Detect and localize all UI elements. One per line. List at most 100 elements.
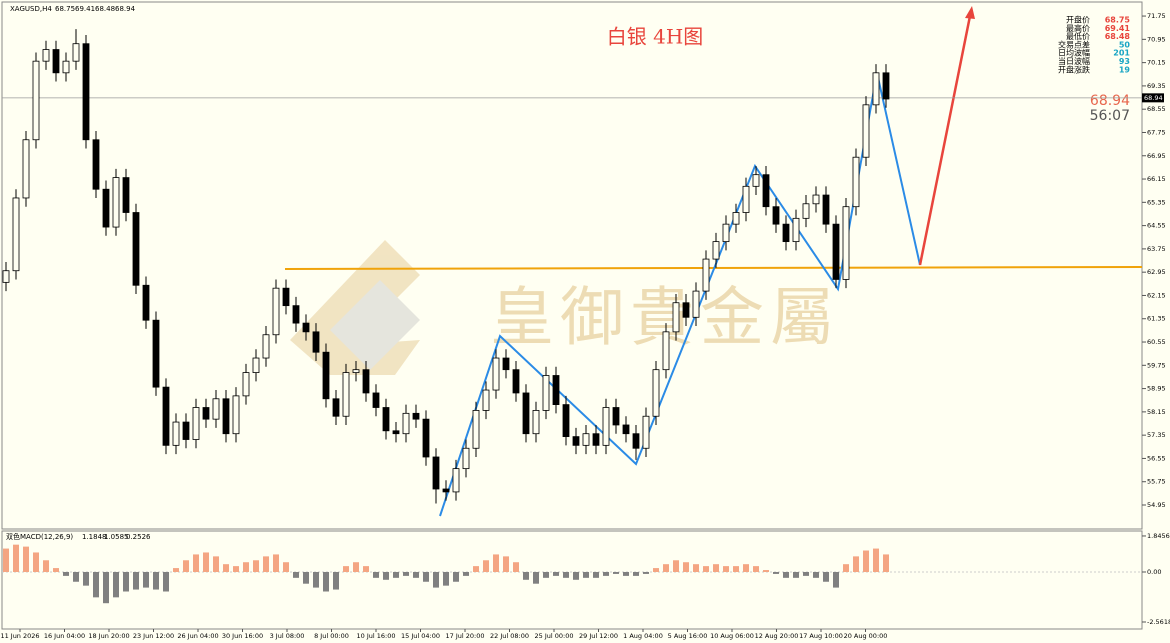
- candle-body: [732, 212, 740, 225]
- candle-body: [762, 174, 770, 208]
- candle-body: [362, 369, 370, 394]
- macd-bar: [43, 560, 49, 572]
- candle-body: [612, 407, 620, 426]
- candle-body: [782, 223, 790, 243]
- candle-body: [722, 223, 730, 243]
- macd-bar: [393, 571, 399, 578]
- y-tick-label: 69.35: [1147, 82, 1166, 90]
- macd-bar: [373, 571, 379, 578]
- macd-bar: [883, 554, 889, 572]
- macd-bar: [163, 571, 169, 592]
- macd-bar: [3, 548, 9, 572]
- candle-body: [522, 392, 530, 435]
- candle-body: [142, 284, 150, 321]
- macd-bar: [583, 571, 589, 578]
- candle-body: [162, 386, 170, 446]
- macd-bar: [343, 566, 349, 572]
- arrow-head: [965, 6, 975, 19]
- y-tick-label: 61.35: [1147, 315, 1166, 323]
- macd-bar: [23, 546, 29, 572]
- macd-bar: [453, 571, 459, 582]
- candle-body: [202, 407, 210, 420]
- y-tick-label: 66.95: [1147, 152, 1166, 160]
- macd-bar: [173, 568, 179, 572]
- macd-bar: [863, 550, 869, 572]
- macd-bar: [323, 571, 329, 592]
- x-tick-label: 26 Jun 04:00: [177, 632, 218, 640]
- candle-body: [82, 43, 90, 141]
- x-tick-label: 17 Jul 20:00: [446, 632, 485, 640]
- macd-value: 1.0585: [104, 533, 129, 541]
- macd-label: 双色MACD(12,26,9): [6, 532, 73, 541]
- y-tick-label: 59.75: [1147, 361, 1166, 369]
- macd-bar: [653, 568, 659, 572]
- macd-bar: [293, 571, 299, 578]
- info-value: 50: [1119, 40, 1131, 49]
- candle-body: [112, 177, 120, 228]
- info-label: 最高价: [1066, 23, 1090, 33]
- candle-body: [222, 398, 230, 435]
- macd-bar: [253, 560, 259, 572]
- x-tick-label: 3 Jul 08:00: [270, 632, 305, 640]
- candle-body: [2, 270, 10, 283]
- candle-body: [272, 287, 280, 336]
- info-label: 日均波幅: [1058, 48, 1090, 58]
- candle-body: [422, 418, 430, 458]
- candle-body: [592, 433, 600, 446]
- info-value: 68.75: [1105, 16, 1131, 25]
- candle-body: [332, 398, 340, 417]
- macd-bar: [563, 571, 569, 578]
- candle-body: [562, 404, 570, 438]
- info-label: 开盘涨跌: [1058, 64, 1090, 74]
- candle-body: [52, 49, 60, 74]
- symbol: XAGUSD,H4: [10, 5, 52, 13]
- macd-bar: [773, 571, 779, 574]
- macd-bar: [433, 571, 439, 588]
- candle-body: [262, 334, 270, 359]
- y-tick-label: 60.55: [1147, 338, 1166, 346]
- watermark-logo: [290, 240, 420, 375]
- macd-value: 1.1848: [82, 533, 107, 541]
- candle-body: [182, 421, 190, 440]
- candle-body: [862, 104, 870, 158]
- candle-body: [252, 357, 260, 373]
- macd-bar: [303, 571, 309, 584]
- y-tick-label: 58.15: [1147, 408, 1166, 416]
- y-tick-label: 55.75: [1147, 478, 1166, 486]
- x-tick-label: 16 Jun 04:00: [44, 632, 85, 640]
- x-tick-label: 23 Jun 12:00: [133, 632, 174, 640]
- price-tag-label: 68.94: [1144, 94, 1163, 102]
- x-tick-label: 20 Aug 00:00: [844, 632, 888, 640]
- candle-body: [532, 410, 540, 435]
- info-value: 201: [1113, 49, 1130, 58]
- y-tick-label: 64.55: [1147, 222, 1166, 230]
- candle-body: [572, 436, 580, 446]
- candle-body: [502, 357, 510, 371]
- candle-body: [632, 433, 640, 449]
- macd-bar: [93, 571, 99, 598]
- candle-body: [682, 302, 690, 318]
- y-tick-label: 58.95: [1147, 385, 1166, 393]
- price-tag: [1142, 93, 1164, 103]
- info-value: 93: [1119, 57, 1130, 66]
- macd-bar: [513, 562, 519, 572]
- candle-body: [702, 258, 710, 292]
- candle-body: [812, 194, 820, 205]
- candle-body: [72, 43, 80, 62]
- macd-bar: [283, 562, 289, 572]
- candle-body: [242, 372, 250, 397]
- macd-bar: [463, 571, 469, 576]
- candle-body: [122, 177, 130, 213]
- candle-body: [472, 410, 480, 449]
- x-tick-label: 22 Jul 08:00: [490, 632, 529, 640]
- macd-value: 0.2526: [126, 533, 151, 541]
- macd-bar: [423, 571, 429, 582]
- macd-bar: [403, 571, 409, 576]
- ohlc-low: 68.48: [95, 5, 115, 13]
- candle-body: [692, 290, 700, 318]
- candle-body: [12, 197, 20, 272]
- candle-body: [672, 302, 680, 333]
- macd-bar: [213, 556, 219, 572]
- x-tick-label: 25 Jul 00:00: [535, 632, 574, 640]
